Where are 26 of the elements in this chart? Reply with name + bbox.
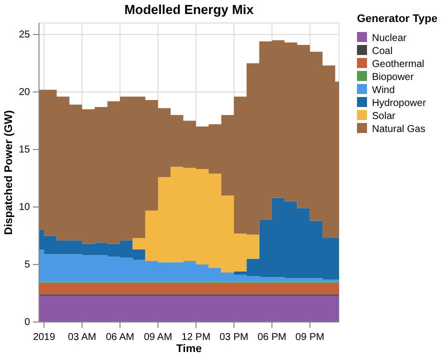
x-tick-label: 03 AM	[68, 332, 96, 343]
x-tick-label: 09 PM	[295, 332, 324, 343]
x-tick-label: 06 AM	[106, 332, 134, 343]
legend-title: Generator Type	[357, 13, 438, 25]
legend-label: Coal	[372, 46, 393, 57]
x-tick-label: 03 PM	[219, 332, 248, 343]
y-tick-label: 15	[18, 144, 30, 156]
x-tick-label: 06 PM	[257, 332, 286, 343]
legend-label: Nuclear	[372, 33, 408, 44]
legend-label: Wind	[372, 85, 395, 96]
x-tick-label: 09 AM	[144, 332, 172, 343]
x-tick-label: 12 PM	[182, 332, 210, 343]
legend-label: Solar	[372, 111, 396, 122]
x-tick-label: 2019	[32, 332, 56, 343]
y-tick-label: 5	[24, 260, 30, 271]
y-tick-label: 0	[24, 317, 30, 328]
legend-label: Geothermal	[372, 59, 424, 70]
x-axis-title: Time	[176, 343, 202, 355]
y-tick-label: 20	[18, 87, 30, 98]
y-axis-title: Dispatched Power (GW)	[3, 110, 15, 235]
chart-title: Modelled Energy Mix	[124, 2, 254, 17]
y-tick-label: 10	[18, 202, 30, 214]
legend-label: Biopower	[372, 72, 414, 83]
legend-label: Hydropower	[372, 98, 427, 109]
y-tick-label: 25	[18, 30, 30, 41]
legend-label: Natural Gas	[372, 124, 426, 135]
